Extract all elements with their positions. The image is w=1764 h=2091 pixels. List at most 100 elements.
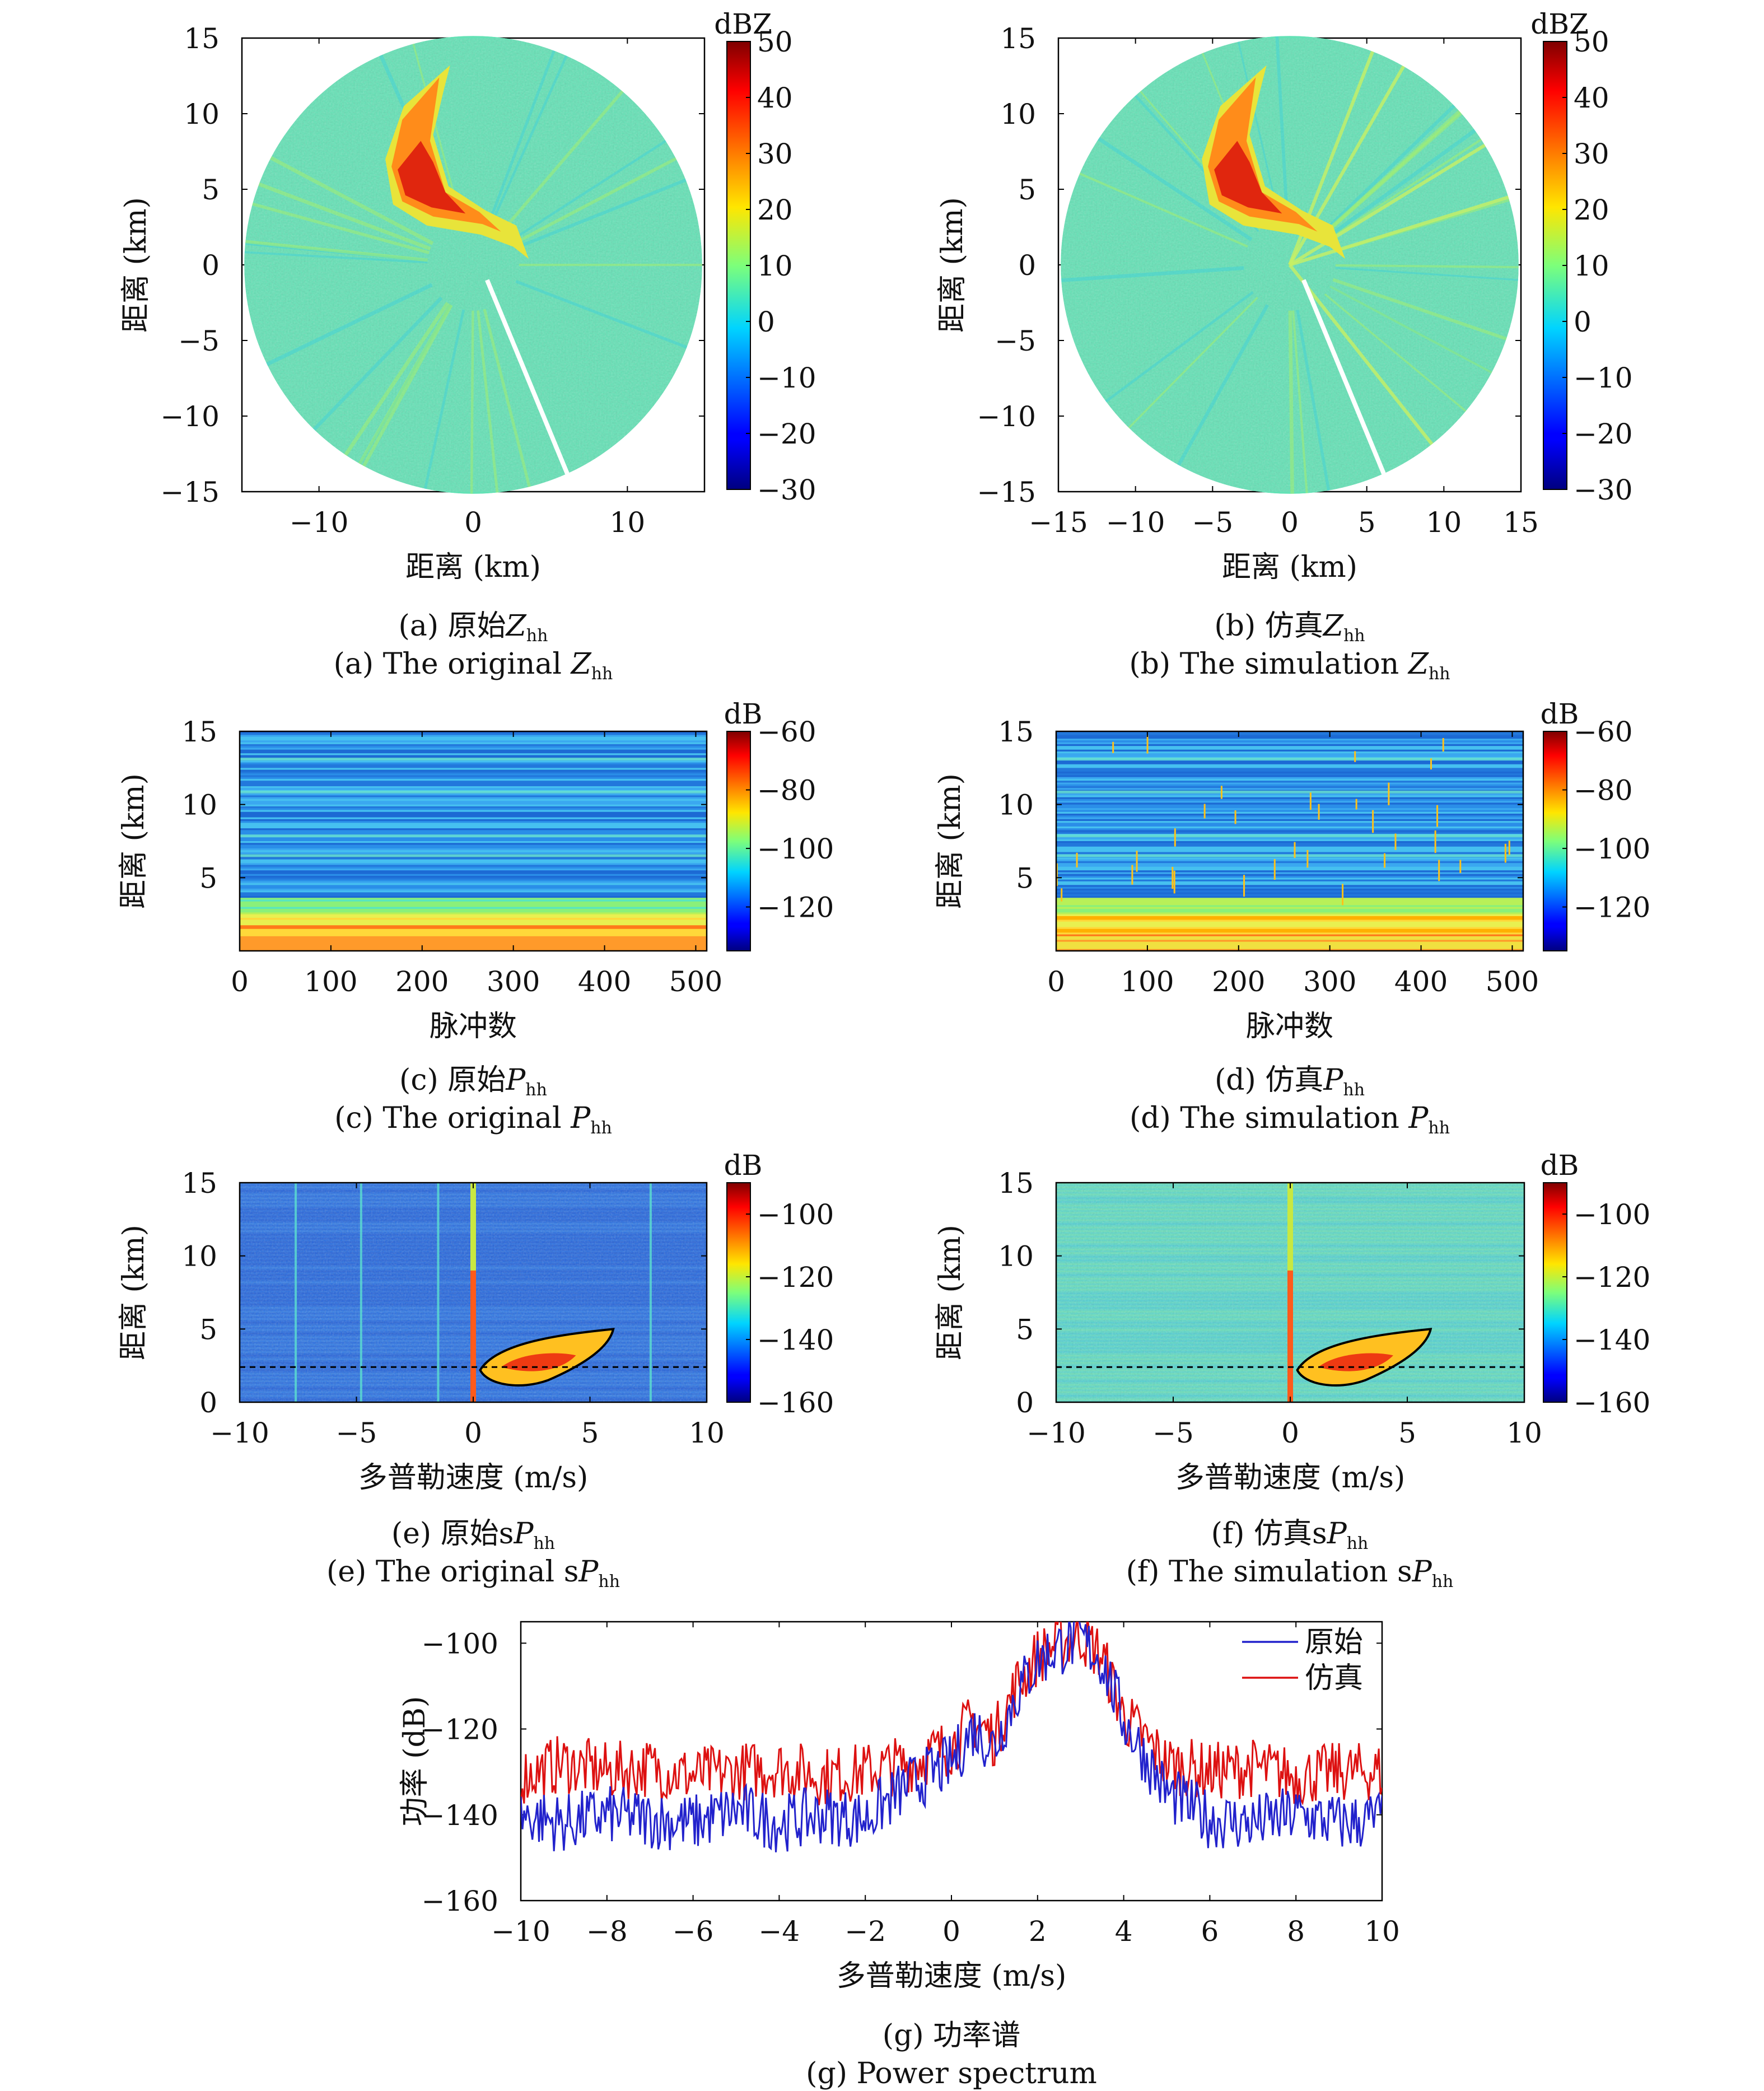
pulse-row-c (240, 949, 707, 951)
pulse-row-c (240, 749, 707, 752)
x-tick-label-f: 10 (1506, 1417, 1542, 1449)
y-tick-label-b: 10 (1000, 98, 1036, 130)
pulse-row-c (240, 762, 707, 765)
pulse-row-c (240, 911, 707, 913)
pulse-row-c (240, 797, 707, 800)
pulse-row-c (240, 921, 707, 924)
pulse-row-d (1056, 890, 1523, 893)
pulse-row-d (1056, 817, 1523, 820)
pulse-row-c (240, 773, 707, 776)
y-tick-label-b: 15 (1000, 22, 1036, 55)
y-tick-label-c: 10 (181, 789, 217, 822)
pulse-row-d (1056, 777, 1523, 780)
ppi-sim-spoke-b (1289, 195, 1509, 267)
pulse-row-d (1056, 931, 1523, 933)
pulse-row-d (1056, 804, 1523, 807)
colorbar-f (1543, 1182, 1567, 1403)
pulse-row-d (1056, 934, 1523, 937)
y-tick-label-e: 15 (181, 1167, 217, 1199)
x-axis-label-f: 多普勒速度 (m/s) (1175, 1461, 1406, 1495)
colorbar-tick-label-d: −100 (1574, 833, 1650, 865)
pulse-row-c (240, 872, 707, 875)
pulse-row-c (240, 736, 707, 739)
pulse-row-c (240, 898, 707, 900)
ppi-streak-a (470, 310, 474, 494)
pulse-row-c (240, 795, 707, 798)
ppi-streak-b (1326, 129, 1476, 240)
colorbar-tick-label-b: 10 (1574, 250, 1609, 282)
pulse-row-c (240, 850, 707, 853)
x-axis-label-c: 脉冲数 (430, 1010, 517, 1043)
x-tick-label-c: 0 (231, 965, 249, 998)
y-tick-label-b: −5 (995, 325, 1036, 357)
x-tick-label-c: 200 (395, 965, 449, 998)
pulse-row-c (240, 746, 707, 748)
pulse-row-c (240, 931, 707, 933)
x-tick-label-g: 2 (1029, 1915, 1047, 1948)
pulse-row-c (240, 731, 707, 734)
x-tick-label-g: 10 (1364, 1915, 1400, 1948)
series-line-simulation (521, 1622, 1382, 1806)
y-tick-label-d: 10 (998, 789, 1034, 822)
pulse-row-d (1056, 905, 1523, 908)
pulse-row-c (240, 925, 707, 928)
colorbar-c (726, 731, 751, 951)
caption-en-e: (e) The original sPhh (326, 1555, 620, 1591)
pulse-row-d (1056, 843, 1523, 846)
pulse-row-d (1056, 794, 1523, 796)
x-tick-label-a: −10 (290, 506, 349, 539)
pulse-row-c (240, 886, 707, 889)
pulse-row-c (240, 918, 707, 921)
pulse-row-d (1056, 898, 1523, 900)
ppi-streak-b (1177, 304, 1270, 466)
pulse-row-d (1056, 731, 1523, 734)
zero-doppler-core-e (470, 1270, 476, 1402)
y-tick-label-a: −5 (178, 325, 220, 357)
x-tick-label-d: 400 (1394, 965, 1448, 998)
pulse-row-c (240, 903, 707, 906)
pulse-row-d (1056, 755, 1523, 758)
pulse-row-c (240, 852, 707, 855)
pulse-row-c (240, 839, 707, 842)
colorbar-tick-label-a: 40 (757, 82, 793, 114)
panel-f: −10 −5 0 5 10 0 5 10 15 多普勒速度 (m/s) 距离 (km) dB −160 −… (934, 1149, 1650, 1591)
pulse-row-c (240, 920, 707, 922)
y-tick-label-b: 0 (1018, 249, 1036, 282)
pulse-row-d (1056, 819, 1523, 822)
pulse-row-d (1056, 810, 1523, 813)
pulse-row-c (240, 857, 707, 860)
ppi-streak-b (1329, 285, 1492, 374)
caption-cn-c: (c) 原始Phh (399, 1063, 547, 1100)
pulse-row-c (240, 888, 707, 891)
y-tick-label-a: −10 (160, 400, 220, 433)
pulse-row-d (1056, 870, 1523, 873)
pulse-row-d (1056, 832, 1523, 834)
pulse-row-c (240, 808, 707, 811)
x-axis-label-g: 多普勒速度 (m/s) (837, 1959, 1067, 1993)
pulse-row-c (240, 824, 707, 827)
ppi-streak-a (488, 50, 556, 223)
pulse-row-d (1056, 799, 1523, 801)
y-tick-label-a: 5 (202, 174, 220, 206)
pulse-row-d (1056, 760, 1523, 763)
pulse-row-d (1056, 907, 1523, 909)
pulse-band-c (240, 790, 707, 794)
pulse-row-d (1056, 949, 1523, 951)
y-tick-label-a: 15 (184, 22, 220, 55)
pulse-row-d (1056, 828, 1523, 830)
colorbar-tick-label-a: 10 (757, 250, 793, 282)
caption-cn-e: (e) 原始sPhh (391, 1517, 555, 1553)
ppi-streak-a (491, 55, 568, 224)
pulse-row-d (1056, 821, 1523, 823)
pulse-row-c (240, 885, 707, 888)
pulse-row-c (240, 760, 707, 763)
pulse-row-c (240, 804, 707, 807)
y-tick-label-a: 10 (184, 98, 220, 130)
pulse-row-c (240, 799, 707, 801)
pulse-row-d (1056, 746, 1523, 748)
pulse-row-d (1056, 795, 1523, 798)
pulse-row-d (1056, 883, 1523, 885)
pulse-row-d (1056, 857, 1523, 860)
legend-label-1: 仿真 (1305, 1661, 1363, 1695)
pulse-row-d (1056, 786, 1523, 788)
